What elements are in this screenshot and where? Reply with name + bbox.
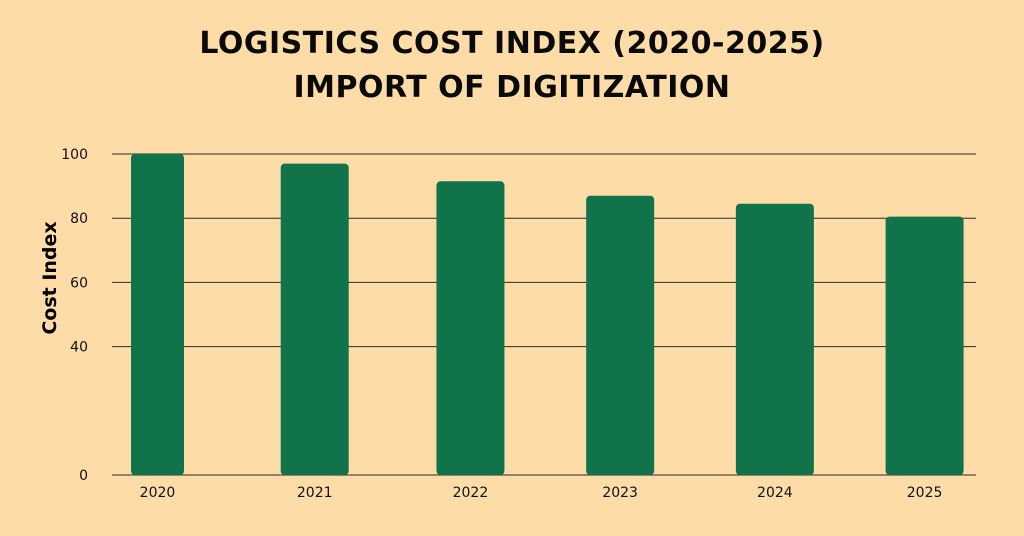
x-tick-label: 2025 xyxy=(907,485,943,501)
bars xyxy=(131,154,964,476)
y-tick-label: 60 xyxy=(70,275,88,291)
chart-title: LOGISTICS COST INDEX (2020-2025) xyxy=(199,26,825,61)
x-tick-labels: 2020 2021 2022 2023 2024 2025 xyxy=(140,485,943,501)
bar-2022 xyxy=(436,181,505,475)
y-tick-labels: 0 40 60 80 100 xyxy=(61,147,88,484)
y-tick-label: 0 xyxy=(79,468,88,484)
bar-2023 xyxy=(586,195,655,476)
x-tick-label: 2021 xyxy=(297,485,333,501)
y-tick-label: 80 xyxy=(70,211,88,227)
x-tick-label: 2020 xyxy=(140,485,176,501)
x-tick-label: 2023 xyxy=(602,485,638,501)
y-tick-label: 40 xyxy=(70,340,88,356)
bar-2025 xyxy=(885,216,964,475)
bar-2020 xyxy=(131,154,184,475)
chart-subtitle: IMPORT OF DIGITIZATION xyxy=(293,70,731,105)
x-tick-label: 2024 xyxy=(757,485,793,501)
y-tick-label: 100 xyxy=(61,147,88,163)
gridlines xyxy=(112,153,976,476)
bar-2024 xyxy=(735,203,814,475)
x-tick-label: 2022 xyxy=(453,485,489,501)
y-axis-label: Cost Index xyxy=(39,221,61,334)
bar-2021 xyxy=(280,163,349,475)
